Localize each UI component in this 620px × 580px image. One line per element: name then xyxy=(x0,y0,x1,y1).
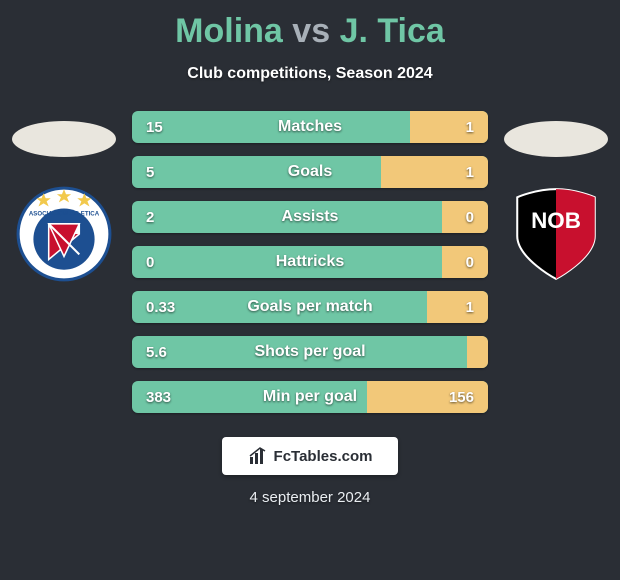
svg-text:ASOCIACION ATLETICA: ASOCIACION ATLETICA xyxy=(29,211,100,218)
vs-text: vs xyxy=(292,12,330,50)
argentinos-juniors-icon: ASOCIACION ATLETICA xyxy=(13,183,115,285)
bar-chart-icon xyxy=(248,446,268,466)
stat-label: Shots per goal xyxy=(132,343,488,361)
stat-right-value: 156 xyxy=(449,389,474,406)
stat-left-value: 2 xyxy=(146,209,154,226)
stat-overlay: 15 Matches 1 xyxy=(132,111,488,143)
stat-overlay: 5 Goals 1 xyxy=(132,156,488,188)
stat-left-value: 5 xyxy=(146,164,154,181)
brand-text: FcTables.com xyxy=(274,448,373,465)
stat-left-value: 15 xyxy=(146,119,163,136)
player1-club-logo: ASOCIACION ATLETICA xyxy=(13,183,115,285)
stat-row-goals-per-match: 0.33 Goals per match 1 xyxy=(132,291,488,323)
stat-overlay: 383 Min per goal 156 xyxy=(132,381,488,413)
stat-left-value: 5.6 xyxy=(146,344,167,361)
stat-overlay: 0 Hattricks 0 xyxy=(132,246,488,278)
stat-overlay: 5.6 Shots per goal xyxy=(132,336,488,368)
stat-bars: 15 Matches 1 5 Goals 1 2 Assists 0 xyxy=(132,111,488,413)
player1-avatar-placeholder xyxy=(12,121,116,157)
subtitle: Club competitions, Season 2024 xyxy=(0,65,620,83)
stat-right-value: 1 xyxy=(466,164,474,181)
stat-label: Hattricks xyxy=(132,253,488,271)
stat-row-shots-per-goal: 5.6 Shots per goal xyxy=(132,336,488,368)
player1-name: Molina xyxy=(175,12,283,50)
stat-label: Goals xyxy=(132,163,488,181)
stat-right-value: 0 xyxy=(466,254,474,271)
comparison-card: Molina vs J. Tica Club competitions, Sea… xyxy=(0,0,620,580)
stat-label: Goals per match xyxy=(132,298,488,316)
player2-name: J. Tica xyxy=(340,12,445,50)
stat-row-min-per-goal: 383 Min per goal 156 xyxy=(132,381,488,413)
stat-left-value: 383 xyxy=(146,389,171,406)
stat-row-matches: 15 Matches 1 xyxy=(132,111,488,143)
newells-old-boys-icon: NOB xyxy=(505,183,607,285)
stat-overlay: 0.33 Goals per match 1 xyxy=(132,291,488,323)
stat-right-value: 1 xyxy=(466,299,474,316)
stat-label: Assists xyxy=(132,208,488,226)
stat-left-value: 0.33 xyxy=(146,299,175,316)
stat-right-value: 1 xyxy=(466,119,474,136)
stat-row-hattricks: 0 Hattricks 0 xyxy=(132,246,488,278)
svg-text:NOB: NOB xyxy=(531,208,581,233)
stat-row-assists: 2 Assists 0 xyxy=(132,201,488,233)
player2-avatar-placeholder xyxy=(504,121,608,157)
stat-label: Min per goal xyxy=(132,388,488,406)
date-text: 4 september 2024 xyxy=(0,489,620,506)
page-title: Molina vs J. Tica xyxy=(0,12,620,51)
stat-left-value: 0 xyxy=(146,254,154,271)
brand-badge: FcTables.com xyxy=(222,437,398,475)
main-row: ASOCIACION ATLETICA 15 Matches 1 5 Goals… xyxy=(0,111,620,413)
stat-label: Matches xyxy=(132,118,488,136)
right-side: NOB xyxy=(496,111,616,285)
player2-club-logo: NOB xyxy=(505,183,607,285)
stat-overlay: 2 Assists 0 xyxy=(132,201,488,233)
stat-right-value: 0 xyxy=(466,209,474,226)
stat-row-goals: 5 Goals 1 xyxy=(132,156,488,188)
left-side: ASOCIACION ATLETICA xyxy=(4,111,124,285)
